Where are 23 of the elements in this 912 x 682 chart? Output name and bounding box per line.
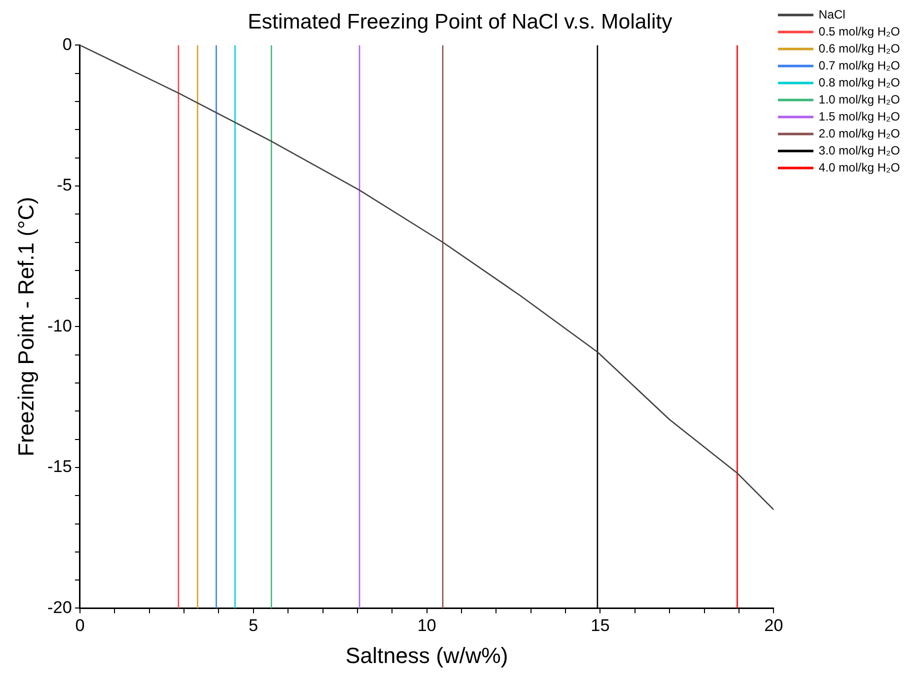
x-tick-label: 10	[417, 616, 436, 636]
legend-label: 2.0 mol/kg H₂O	[818, 126, 900, 140]
y-tick-label: -5	[56, 176, 72, 195]
legend-label: 0.5 mol/kg H₂O	[818, 24, 900, 38]
y-tick-label: -20	[47, 598, 72, 617]
legend-label: 3.0 mol/kg H₂O	[818, 143, 900, 158]
y-axis-title: Freezing Point - Ref.1 (°C)	[13, 196, 38, 456]
legend-label: 4.0 mol/kg H₂O	[818, 160, 900, 174]
x-tick-label: 5	[248, 616, 258, 636]
y-tick-label: -15	[47, 457, 72, 476]
y-tick-label: 0	[62, 34, 72, 54]
x-tick-label: 0	[75, 616, 85, 636]
legend-label: 0.6 mol/kg H₂O	[818, 41, 900, 56]
legend-label: NaCl	[818, 7, 846, 22]
y-tick-label: -10	[47, 316, 72, 336]
chart-title: Estimated Freezing Point of NaCl v.s. Molality	[248, 10, 673, 34]
x-tick-label: 20	[764, 616, 784, 636]
legend-label: 0.8 mol/kg H₂O	[818, 75, 900, 90]
legend-label: 0.7 mol/kg H₂O	[818, 58, 900, 72]
legend-label: 1.0 mol/kg H₂O	[818, 92, 900, 106]
legend-label: 1.5 mol/kg H₂O	[818, 109, 900, 124]
x-tick-label: 15	[590, 616, 610, 636]
x-axis-title: Saltness (w/w%)	[346, 642, 508, 668]
